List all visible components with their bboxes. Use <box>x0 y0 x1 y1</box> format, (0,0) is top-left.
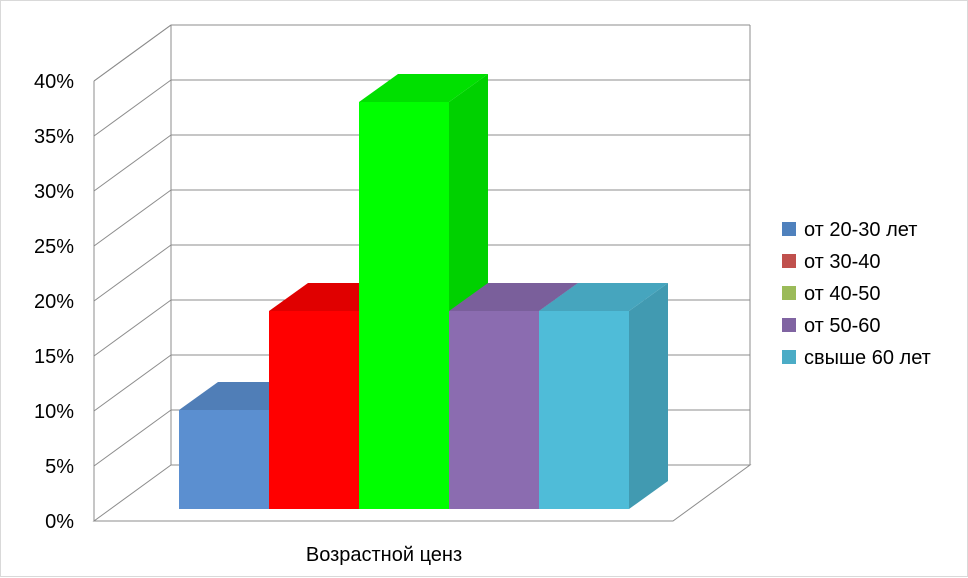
y-axis-ticks: 0% 5% 10% 15% 20% 25% 30% 35% 40% <box>34 71 74 533</box>
gridline-side <box>93 24 172 82</box>
legend-label: свыше 60 лет <box>804 347 931 369</box>
gridline-side <box>93 299 172 357</box>
legend-item: от 50-60 <box>782 315 881 337</box>
legend-swatch <box>782 350 796 364</box>
legend-item: от 30-40 <box>782 251 881 273</box>
bar-side-face <box>629 283 668 509</box>
chart-floor <box>92 464 752 522</box>
legend-item: от 40-50 <box>782 283 881 305</box>
legend-item: свыше 60 лет <box>782 347 931 369</box>
legend-label: от 50-60 <box>804 315 881 337</box>
legend-swatch <box>782 318 796 332</box>
gridline-side <box>93 79 172 137</box>
legend-item: от 20-30 лет <box>782 219 917 241</box>
gridline-side <box>93 409 172 467</box>
gridline-side <box>93 354 172 412</box>
gridline-side <box>93 189 172 247</box>
legend-label: от 40-50 <box>804 283 881 305</box>
y-tick-label: 10% <box>34 401 74 423</box>
y-tick-label: 25% <box>34 236 74 258</box>
y-tick-label: 5% <box>45 456 74 478</box>
bars <box>179 74 668 509</box>
bar-front-face <box>539 311 629 509</box>
y-tick-label: 40% <box>34 71 74 93</box>
legend-swatch <box>782 254 796 268</box>
gridline-side <box>93 244 172 302</box>
y-tick-label: 15% <box>34 346 74 368</box>
gridline-side <box>93 134 172 192</box>
bar-top-face <box>539 283 668 311</box>
y-tick-label: 30% <box>34 181 74 203</box>
bar-top-face <box>449 283 578 311</box>
bar-front-face <box>449 311 539 509</box>
bar-top-face <box>359 74 488 102</box>
bar-front-face <box>179 410 269 509</box>
y-tick-label: 35% <box>34 126 74 148</box>
x-axis-labels: Возрастной ценз <box>306 544 462 566</box>
legend-label: от 30-40 <box>804 251 881 273</box>
x-category-label: Возрастной ценз <box>306 544 462 566</box>
y-tick-label: 20% <box>34 291 74 313</box>
y-tick-label: 0% <box>45 511 74 533</box>
legend-label: от 20-30 лет <box>804 219 917 241</box>
bar-5 <box>539 283 668 509</box>
bar-front-face <box>359 102 449 509</box>
legend-swatch <box>782 222 796 236</box>
legend: от 20-30 лет от 30-40 от 40-50 от 50-60 свыш… <box>782 219 931 369</box>
bar-front-face <box>269 311 359 509</box>
legend-swatch <box>782 286 796 300</box>
